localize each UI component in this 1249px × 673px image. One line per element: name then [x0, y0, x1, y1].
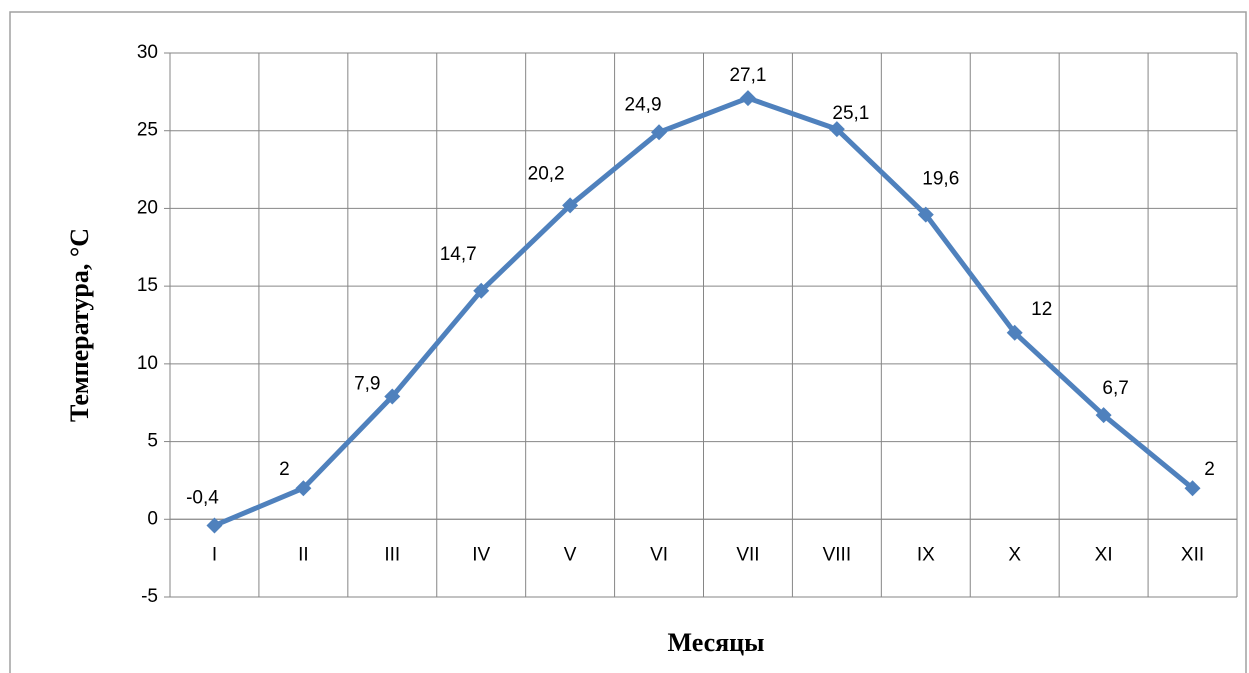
- x-tick-label: VII: [736, 544, 759, 565]
- data-point: [651, 124, 668, 141]
- y-tick-label: 15: [137, 275, 158, 296]
- data-point: [1184, 480, 1201, 497]
- y-tick-label: 25: [137, 120, 158, 141]
- y-tick-label: -5: [141, 586, 158, 607]
- x-tick-label: III: [384, 544, 400, 565]
- x-axis-title: Месяцы: [668, 628, 765, 657]
- data-point: [828, 121, 845, 138]
- data-label: 25,1: [832, 103, 869, 124]
- y-tick-label: 10: [137, 353, 158, 374]
- x-tick-label: X: [1008, 544, 1021, 565]
- x-tick-label: VIII: [823, 544, 852, 565]
- y-tick-label: 0: [147, 508, 158, 529]
- data-point: [384, 388, 401, 405]
- data-point: [562, 197, 579, 214]
- data-label: 27,1: [729, 65, 766, 86]
- data-label: -0,4: [186, 488, 219, 509]
- data-point: [1006, 324, 1023, 341]
- x-tick-label: VI: [650, 544, 668, 565]
- data-point: [917, 206, 934, 223]
- y-tick-label: 20: [137, 197, 158, 218]
- y-axis-title: Температура, °С: [65, 228, 94, 422]
- data-label: 2: [279, 459, 290, 480]
- x-tick-label: II: [298, 544, 309, 565]
- y-tick-label: 30: [137, 42, 158, 63]
- data-label: 14,7: [440, 244, 477, 265]
- data-label: 12: [1031, 299, 1052, 320]
- x-tick-label: V: [564, 544, 577, 565]
- x-tick-label: I: [212, 544, 217, 565]
- data-label: 20,2: [528, 163, 565, 184]
- x-tick-label: XI: [1095, 544, 1113, 565]
- data-point: [1095, 407, 1112, 424]
- data-point: [295, 480, 312, 497]
- chart-border: [9, 11, 1247, 673]
- data-label: 24,9: [625, 94, 662, 115]
- data-point: [206, 517, 223, 534]
- x-tick-label: IV: [472, 544, 490, 565]
- series-line: [213, 95, 1195, 528]
- data-label: 6,7: [1102, 378, 1128, 399]
- data-label: 2: [1204, 459, 1215, 480]
- data-label: 19,6: [922, 169, 959, 190]
- data-point: [739, 90, 756, 107]
- x-tick-label: IX: [917, 544, 935, 565]
- x-tick-label: XII: [1181, 544, 1204, 565]
- data-point: [473, 282, 490, 299]
- data-label: 7,9: [354, 374, 380, 395]
- y-tick-label: 5: [147, 431, 158, 452]
